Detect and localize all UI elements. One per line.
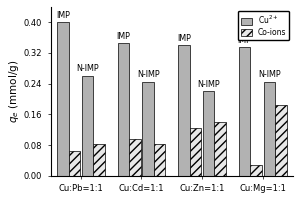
Bar xyxy=(250,165,262,176)
Bar xyxy=(190,128,201,176)
Bar xyxy=(214,122,226,176)
Bar xyxy=(68,151,80,176)
Bar xyxy=(203,91,214,176)
Text: IMP: IMP xyxy=(116,32,130,41)
Text: IMP: IMP xyxy=(238,36,252,45)
Bar xyxy=(57,22,68,176)
Text: N-IMP: N-IMP xyxy=(137,70,159,79)
Bar xyxy=(93,144,105,176)
Text: N-IMP: N-IMP xyxy=(197,80,220,89)
Bar xyxy=(118,43,129,176)
Bar xyxy=(178,45,190,176)
Bar xyxy=(82,76,93,176)
Bar xyxy=(129,139,141,176)
Text: IMP: IMP xyxy=(177,34,191,43)
Bar xyxy=(154,144,165,176)
Bar xyxy=(142,82,154,176)
Text: N-IMP: N-IMP xyxy=(76,64,99,73)
Legend: Cu$^{2+}$, Co-ions: Cu$^{2+}$, Co-ions xyxy=(238,11,289,40)
Bar xyxy=(239,47,250,176)
Text: N-IMP: N-IMP xyxy=(258,70,281,79)
Bar xyxy=(275,105,286,176)
Y-axis label: $q_e$ (mmol/g): $q_e$ (mmol/g) xyxy=(7,60,21,123)
Text: IMP: IMP xyxy=(56,11,70,20)
Bar xyxy=(264,82,275,176)
